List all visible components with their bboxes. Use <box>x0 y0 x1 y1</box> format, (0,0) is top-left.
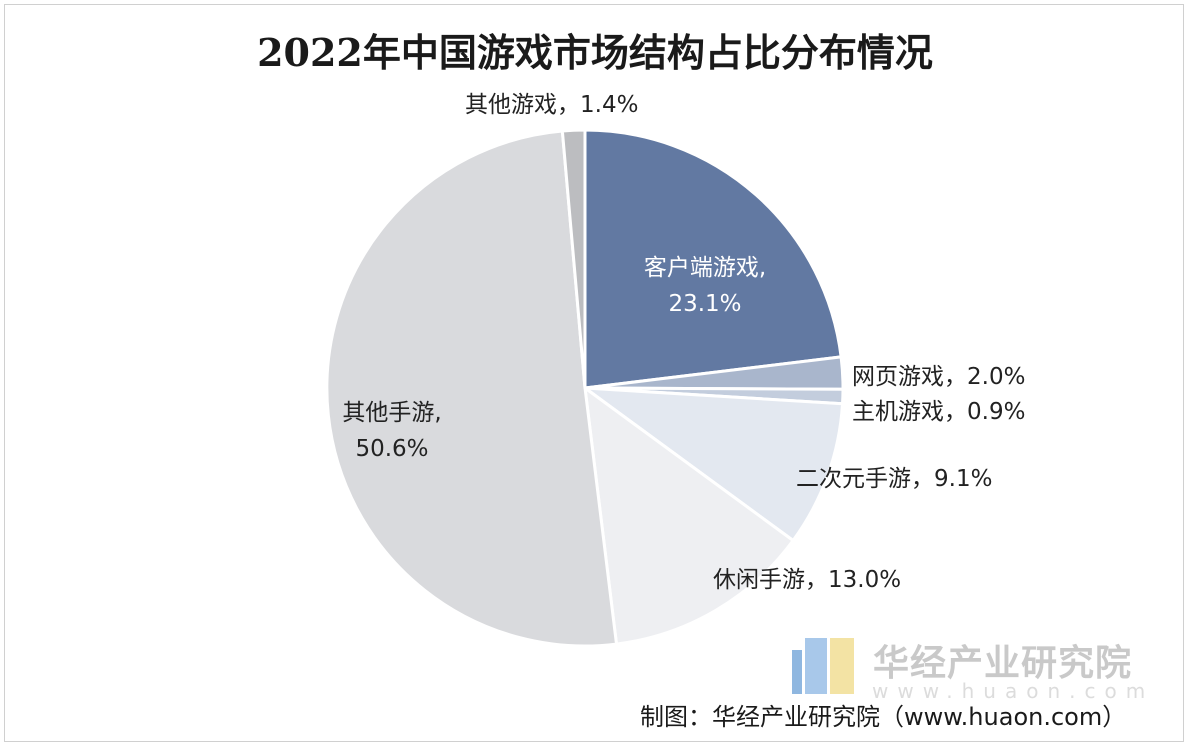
watermark-url: www.huaon.com <box>872 679 1155 703</box>
slice-value-6: 50.6% <box>355 436 428 462</box>
chart-frame <box>4 4 1184 742</box>
logo-bar-blue-left <box>792 650 802 694</box>
watermark-logo-icon <box>792 638 854 694</box>
logo-bar-blue-mid <box>805 638 827 694</box>
slice-label-4: 二次元手游，9.1% <box>796 466 992 492</box>
slice-label-3: 主机游戏，0.9% <box>852 399 1025 425</box>
logo-bar-yellow <box>830 638 854 694</box>
pie-slice-7 <box>560 128 587 390</box>
slice-label-7: 其他游戏，1.4% <box>465 92 638 118</box>
slice-value-1: 23.1% <box>668 291 741 317</box>
watermark-brand: 华经产业研究院 <box>873 643 1133 684</box>
pie-slice-6 <box>325 129 618 648</box>
slice-label-6: 其他手游, <box>342 400 441 426</box>
pie-slice-5 <box>583 386 795 646</box>
source-note: 制图：华经产业研究院（www.huaon.com） <box>640 703 1127 731</box>
slice-label-1: 客户端游戏, <box>644 255 766 281</box>
pie-slice-1 <box>583 128 843 390</box>
pie-slice-4 <box>583 386 845 542</box>
chart-title: 2022年中国游戏市场结构占比分布情况 <box>257 30 933 75</box>
pie-slices <box>325 128 845 648</box>
slice-label-2: 网页游戏，2.0% <box>852 364 1025 390</box>
slice-label-5: 休闲手游，13.0% <box>713 567 901 593</box>
pie-labels: 客户端游戏, 23.1% 网页游戏，2.0% 主机游戏，0.9% 二次元手游，9.1% 休… <box>342 92 1025 593</box>
